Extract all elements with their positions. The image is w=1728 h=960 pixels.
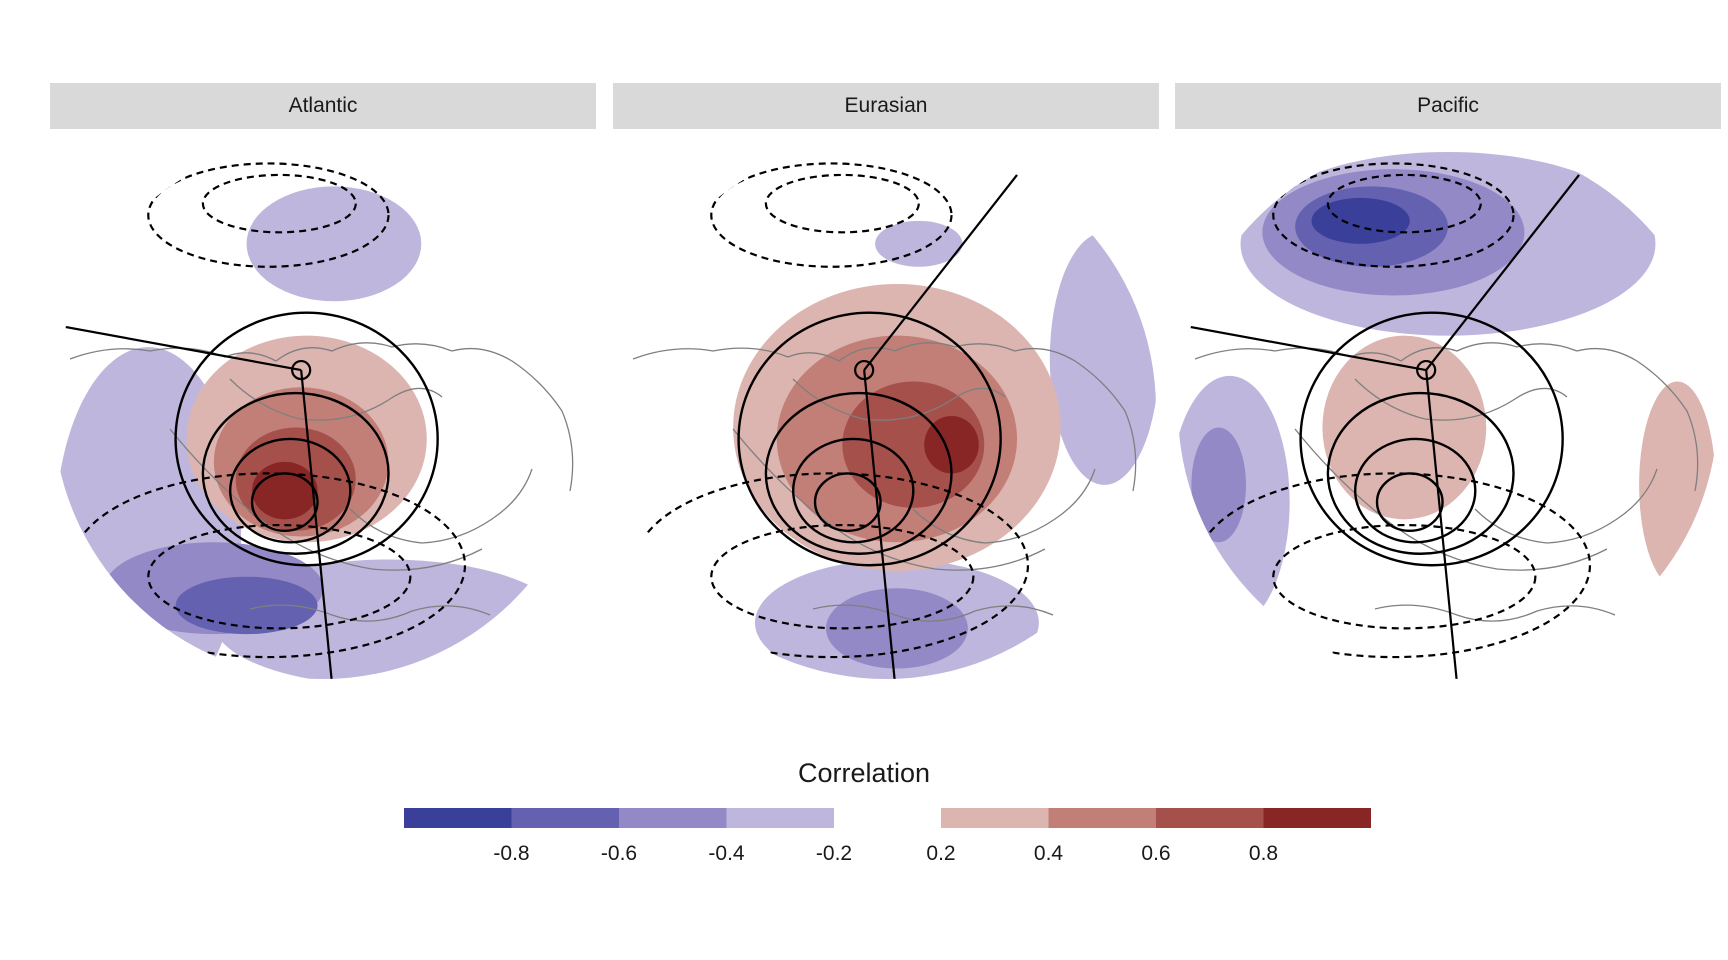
negative-contour <box>1195 472 1592 659</box>
correlation-region <box>1322 335 1487 520</box>
positive-contour <box>813 472 882 532</box>
meridian-line <box>1425 174 1580 371</box>
legend-swatch <box>1263 808 1371 828</box>
positive-contour <box>250 472 319 532</box>
positive-contour <box>1326 391 1515 555</box>
legend-swatch <box>1156 808 1264 828</box>
coastline <box>1576 347 1699 492</box>
coastline <box>792 378 1006 421</box>
legend-tick-label: 0.6 <box>1141 842 1170 865</box>
coastline <box>732 428 1046 571</box>
coastline <box>249 604 491 622</box>
map-pacific <box>1178 139 1718 679</box>
meridian-line <box>863 174 1018 371</box>
legend-tick-label: -0.2 <box>816 842 852 865</box>
coastline <box>1294 428 1608 571</box>
negative-contour <box>147 523 412 630</box>
legend-tick-label: -0.8 <box>493 842 529 865</box>
positive-contour <box>764 391 953 555</box>
map-content <box>1178 139 1718 679</box>
coastline <box>812 604 1054 622</box>
negative-contour <box>70 472 467 659</box>
legend-tick-label: -0.4 <box>708 842 745 865</box>
correlation-region <box>252 461 318 520</box>
positive-contour <box>791 437 915 544</box>
map-content <box>53 139 593 679</box>
legend-tick-label: 0.8 <box>1249 842 1278 865</box>
meridian-line <box>1178 323 1427 372</box>
coastline <box>632 347 840 362</box>
positive-contour <box>1375 472 1444 532</box>
legend-swatch <box>941 808 1049 828</box>
legend-tick-label: 0.4 <box>1034 842 1064 865</box>
legend-swatch <box>404 808 512 828</box>
legend-tick-label: -0.6 <box>601 842 637 865</box>
coastline <box>838 342 1016 362</box>
panel-pacific: Pacific <box>1175 83 1721 703</box>
positive-contour <box>1353 437 1477 544</box>
legend-swatch <box>1048 808 1156 828</box>
meridian-line <box>300 369 336 679</box>
legend-swatch <box>619 808 727 828</box>
coastline <box>451 347 574 492</box>
positive-contour <box>737 311 1002 567</box>
positive-contour <box>201 391 390 555</box>
negative-contour <box>147 162 390 268</box>
map-eurasian <box>616 139 1156 679</box>
correlation-region <box>1311 197 1410 244</box>
legend-tick-label: 0.2 <box>926 842 955 865</box>
coastline <box>275 342 453 362</box>
negative-contour <box>710 523 975 630</box>
panel-title-atlantic: Atlantic <box>50 83 596 129</box>
panel-atlantic: Atlantic <box>50 83 596 703</box>
coastline <box>1354 378 1568 421</box>
legend-swatch <box>726 808 834 828</box>
map-atlantic <box>53 139 593 679</box>
meridian-line <box>863 369 899 679</box>
positive-contour <box>1299 311 1564 567</box>
positive-contour <box>174 311 439 567</box>
meridian-line <box>1425 369 1461 679</box>
negative-contour <box>710 162 953 268</box>
coastline <box>1374 604 1616 622</box>
correlation-region <box>875 220 963 267</box>
panel-eurasian: Eurasian <box>613 83 1159 703</box>
legend-colorbar: -0.8 -0.6 -0.4 -0.2 0.2 0.4 0.6 0.8 <box>404 808 1371 865</box>
correlation-region <box>1191 427 1246 543</box>
meridian-line <box>53 323 302 372</box>
coastline <box>1400 342 1578 362</box>
panel-title-pacific: Pacific <box>1175 83 1721 129</box>
coastline <box>229 378 443 421</box>
coastline <box>1014 347 1137 492</box>
negative-contour <box>1272 162 1515 268</box>
negative-contour <box>633 472 1030 659</box>
correlation-region <box>825 588 968 669</box>
coastline <box>169 428 483 571</box>
correlation-region <box>1049 232 1156 485</box>
negative-contour <box>1272 523 1537 630</box>
correlation-region <box>246 186 422 302</box>
positive-contour <box>228 437 352 544</box>
map-content <box>616 139 1156 679</box>
panel-title-eurasian: Eurasian <box>613 83 1159 129</box>
legend-swatch <box>511 808 619 828</box>
legend-title: Correlation <box>797 758 931 788</box>
